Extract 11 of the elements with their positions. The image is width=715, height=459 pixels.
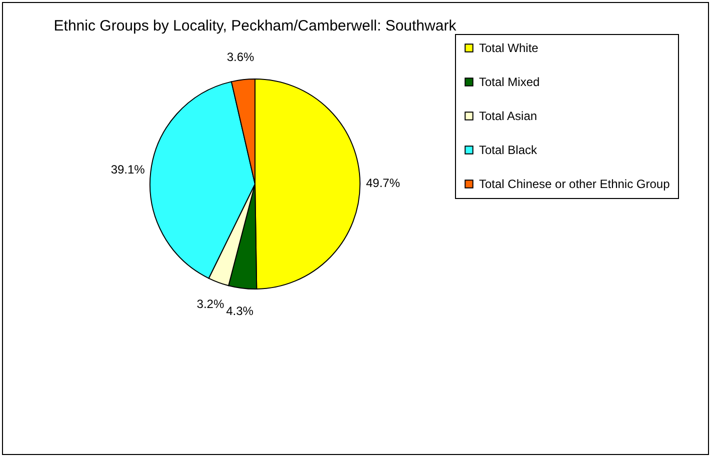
legend-label: Total Asian (479, 109, 538, 123)
legend-label: Total Mixed (479, 75, 540, 89)
legend-label: Total Chinese or other Ethnic Group (479, 177, 670, 191)
data-label: 3.2% (196, 297, 224, 312)
data-label: 3.6% (226, 50, 255, 64)
legend-label: Total Black (479, 143, 538, 157)
legend-label: Total White (479, 41, 539, 55)
chart-title: Ethnic Groups by Locality, Peckham/Camberwell: Southwark (54, 18, 457, 34)
data-label: 39.1% (110, 162, 146, 176)
data-label: 4.3% (226, 304, 254, 318)
data-label: 49.7% (366, 176, 400, 190)
